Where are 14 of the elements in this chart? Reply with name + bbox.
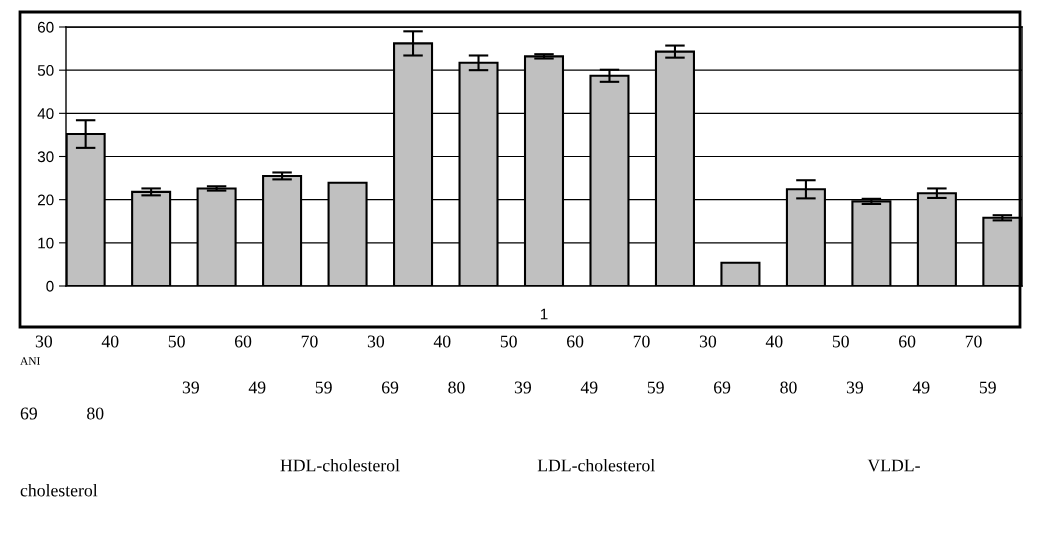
y-tick-label: 20 bbox=[37, 194, 54, 206]
y-tick-label: 0 bbox=[46, 280, 54, 292]
x-tick-label: 1 bbox=[540, 308, 548, 320]
text: 69 80 bbox=[20, 407, 104, 420]
text: ANI bbox=[20, 357, 40, 365]
text: 39 49 59 69 80 39 49 59 69 80 39 49 59 bbox=[182, 381, 996, 394]
y-tick-label: 10 bbox=[38, 237, 54, 249]
y-tick-label: 40 bbox=[37, 108, 54, 120]
text: 30 40 50 60 70 30 40 50 60 70 30 40 50 60 70 bbox=[35, 335, 982, 348]
y-tick-label: 30 bbox=[37, 151, 54, 163]
text: HDL-cholesterol LDL-cholesterol VLDL- bbox=[280, 458, 920, 472]
y-tick-label: 50 bbox=[37, 65, 54, 76]
text: cholesterol bbox=[20, 483, 98, 497]
y-tick-label: 60 bbox=[37, 21, 54, 33]
